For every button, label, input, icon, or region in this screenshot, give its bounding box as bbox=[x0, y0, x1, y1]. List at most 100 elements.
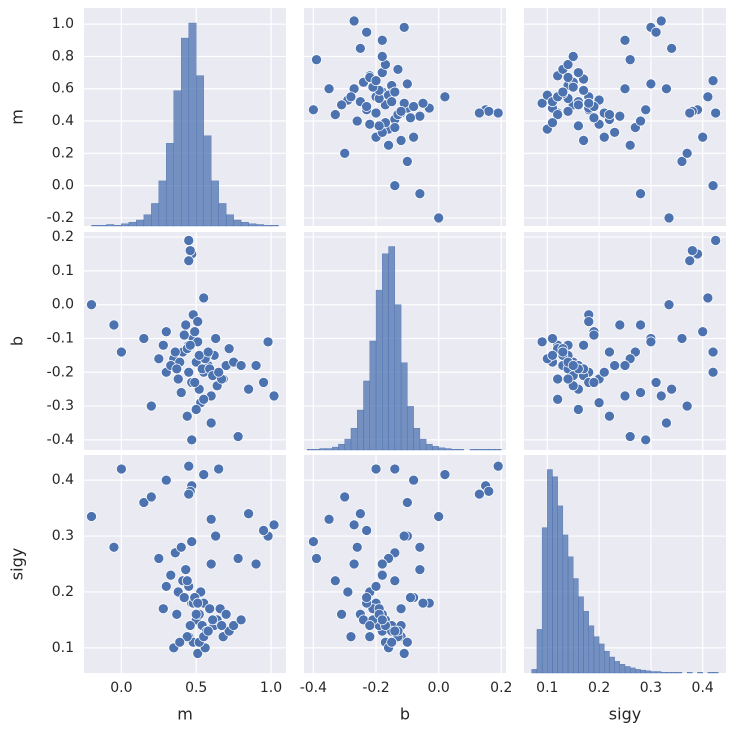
x-tick-label: 0.5 bbox=[185, 680, 207, 696]
histogram-bar bbox=[218, 203, 227, 227]
scatter-point bbox=[614, 110, 626, 122]
histogram-bar bbox=[557, 505, 564, 674]
panel bbox=[84, 8, 286, 227]
y-tick-label: -0.2 bbox=[47, 364, 74, 380]
histogram-bar bbox=[98, 225, 107, 227]
scatter-point bbox=[684, 107, 696, 119]
scatter-point bbox=[202, 346, 214, 358]
scatter-point bbox=[547, 333, 558, 344]
y-tick-label: 0.3 bbox=[52, 528, 74, 544]
y-tick-label: -0.4 bbox=[47, 432, 74, 448]
scatter-point bbox=[697, 131, 709, 143]
scatter-point bbox=[183, 235, 195, 246]
scatter-point bbox=[583, 97, 595, 109]
scatter-point bbox=[655, 390, 667, 402]
scatter-point bbox=[707, 75, 719, 87]
histogram-bar bbox=[158, 180, 167, 227]
histogram-bar bbox=[151, 203, 160, 227]
histogram-bar bbox=[270, 225, 279, 227]
x-tick-label: -0.4 bbox=[300, 680, 327, 696]
scatter-point bbox=[573, 120, 584, 132]
histogram-bar bbox=[547, 469, 553, 674]
histogram-bar bbox=[106, 224, 115, 227]
scatter-point bbox=[392, 64, 404, 75]
scatter-point bbox=[189, 326, 201, 338]
scatter-point bbox=[210, 333, 222, 344]
scatter-point bbox=[192, 597, 204, 609]
scatter-point bbox=[439, 469, 451, 480]
histogram-bar bbox=[388, 246, 396, 451]
scatter-point bbox=[323, 513, 335, 525]
scatter-point bbox=[389, 463, 401, 475]
scatter-point bbox=[329, 109, 341, 120]
y-tick-label: 0.2 bbox=[52, 584, 74, 600]
scatter-point bbox=[192, 316, 204, 327]
scatter-point bbox=[389, 122, 401, 133]
scatter-point bbox=[228, 620, 239, 631]
scatter-point bbox=[588, 112, 600, 124]
panel bbox=[304, 8, 506, 226]
scatter-point bbox=[697, 326, 709, 338]
y-tick-label: 0.4 bbox=[52, 472, 74, 488]
histogram-bar bbox=[676, 672, 683, 674]
scatter-point bbox=[165, 569, 177, 581]
histogram-bar bbox=[369, 340, 377, 451]
scatter-point bbox=[223, 343, 235, 354]
histogram-bar bbox=[91, 225, 100, 227]
scatter-point bbox=[205, 558, 217, 570]
scatter-point bbox=[339, 147, 351, 159]
histogram-bar bbox=[263, 225, 272, 227]
x-tick-label: 0.3 bbox=[640, 680, 662, 696]
scatter-point bbox=[175, 387, 187, 398]
histogram-bar bbox=[425, 443, 433, 451]
scatter-point bbox=[361, 26, 372, 38]
scatter-point bbox=[258, 377, 269, 388]
x-tick-label: 0.4 bbox=[692, 680, 714, 696]
histogram-bar bbox=[635, 669, 641, 674]
scatter-point bbox=[676, 333, 688, 344]
histogram-bar bbox=[313, 449, 320, 451]
histogram-bar bbox=[712, 672, 719, 674]
scatter-point bbox=[153, 553, 165, 564]
scatter-point bbox=[492, 460, 504, 472]
scatter-point bbox=[474, 107, 485, 119]
scatter-point bbox=[323, 83, 335, 95]
scatter-point bbox=[308, 104, 319, 116]
histogram-bar bbox=[203, 135, 212, 227]
scatter-point bbox=[414, 564, 426, 575]
scatter-point bbox=[336, 99, 347, 111]
scatter-point bbox=[190, 608, 202, 620]
histogram-bar bbox=[363, 380, 370, 451]
scatter-point bbox=[536, 97, 548, 109]
scatter-point bbox=[243, 383, 254, 395]
histogram-bar bbox=[166, 143, 174, 227]
panel bbox=[304, 455, 506, 673]
scatter-point bbox=[361, 101, 372, 112]
scatter-point bbox=[547, 117, 558, 129]
scatter-point bbox=[160, 326, 172, 338]
scatter-point bbox=[186, 536, 198, 547]
histogram-bar bbox=[686, 672, 693, 674]
scatter-point bbox=[578, 339, 589, 351]
scatter-point bbox=[198, 292, 210, 304]
scatter-point bbox=[370, 581, 382, 592]
panel bbox=[84, 455, 286, 673]
scatter-point bbox=[184, 339, 196, 351]
scatter-point bbox=[686, 245, 698, 256]
y-tick-label: 0.4 bbox=[52, 113, 74, 129]
scatter-point bbox=[650, 377, 662, 388]
scatter-point bbox=[184, 620, 196, 631]
histogram-bar bbox=[482, 449, 489, 451]
scatter-point bbox=[145, 491, 157, 503]
scatter-point bbox=[364, 118, 376, 130]
scatter-point bbox=[619, 34, 631, 46]
scatter-point bbox=[635, 319, 646, 331]
scatter-point bbox=[567, 81, 579, 93]
scatter-point bbox=[417, 597, 429, 609]
y-tick-label: 0.0 bbox=[52, 297, 74, 313]
histogram-bar bbox=[319, 448, 327, 451]
scatter-point bbox=[663, 299, 675, 311]
scatter-point bbox=[345, 631, 357, 643]
scatter-point bbox=[160, 474, 172, 486]
scatter-point bbox=[547, 350, 558, 361]
